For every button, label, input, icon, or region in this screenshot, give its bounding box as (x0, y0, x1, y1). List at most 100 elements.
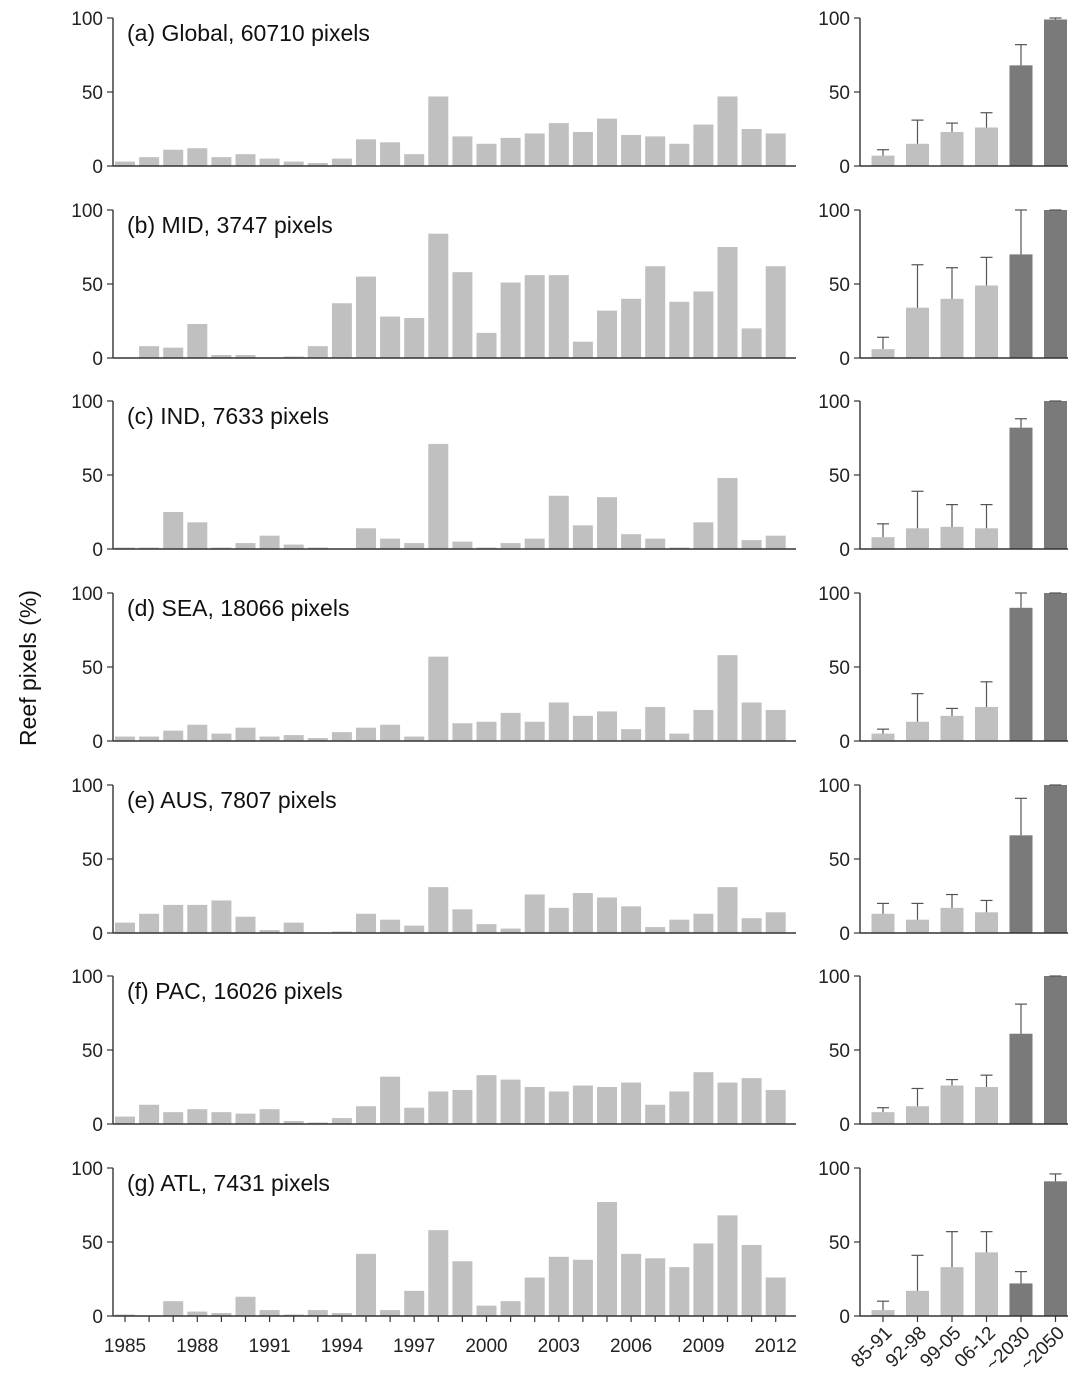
panel-e-bar-2007 (645, 927, 666, 933)
panel-f-bar-2001 (500, 1079, 521, 1124)
panel-d-summary-y-tick-label: 50 (829, 658, 850, 679)
panel-e-summary: 0 50 100 (818, 776, 1068, 945)
panel-b-bar-1994 (331, 303, 352, 358)
panel-f-bar-1989 (211, 1112, 232, 1124)
panel-e-annual: 0 50 100 (e) AUS, 7807 pixels (71, 776, 796, 945)
panel-b-bar-1996 (380, 316, 401, 358)
panel-g-bar-2006 (621, 1253, 642, 1316)
panel-a-bar-1985 (115, 161, 135, 166)
panel-f-bar-1999 (452, 1089, 473, 1124)
panel-d-bar-2000 (476, 721, 497, 741)
panel-e-bar-2011 (741, 918, 762, 933)
panel-d-bar-2004 (572, 715, 593, 741)
panel-g-bar-1985 (115, 1314, 135, 1316)
panel-f-bar-2006 (621, 1082, 642, 1124)
panel-f-bar-1997 (404, 1107, 425, 1124)
panel-e-bar-2002 (524, 894, 545, 933)
panel-a-bar-2010 (717, 96, 738, 166)
panel-c-bar-2002 (524, 538, 545, 549)
panel-b-summary: 0 50 100 (818, 201, 1068, 370)
panel-e-bar-1989 (211, 900, 232, 933)
panel-a-summary-bar-1 (906, 143, 929, 166)
panel-g-bar-1989 (211, 1313, 232, 1316)
panel-f-bar-1993 (307, 1122, 328, 1124)
panel-g-bar-1991 (259, 1310, 280, 1316)
panel-b-bar-2003 (548, 275, 569, 358)
panel-e-bar-2003 (548, 907, 569, 933)
panel-b-bar-1998 (428, 233, 449, 358)
panel-c-summary-bar-1 (906, 528, 929, 549)
panel-b-bar-1987 (163, 347, 184, 358)
panel-g-summary-y-tick-label: 0 (839, 1307, 850, 1328)
panel-b-annual: 0 50 100 (b) MID, 3747 pixels (71, 201, 796, 370)
panel-b-bar-1986 (139, 346, 160, 358)
panel-a-summary-bar-3 (975, 127, 998, 166)
panel-g-summary-bar-1 (906, 1290, 929, 1316)
panel-e-bar-1985 (115, 922, 135, 933)
panel-a-bar-1996 (380, 142, 401, 166)
panel-c-summary-y-tick-label: 100 (818, 392, 850, 413)
panel-d-title: (d) SEA, 18066 pixels (127, 595, 349, 621)
panel-d-bar-1993 (307, 738, 328, 741)
x-tick-label-2006: 2006 (610, 1336, 652, 1357)
panel-f-title: (f) PAC, 16026 pixels (127, 978, 343, 1004)
panel-e-summary-y-tick-label: 100 (818, 776, 850, 797)
panel-d-summary-bar-1 (906, 721, 929, 741)
panel-b-summary-bar-3 (975, 285, 998, 358)
panel-g-bar-2011 (741, 1244, 762, 1316)
panel-g-bar-1992 (283, 1314, 304, 1316)
panel-e-bar-2008 (669, 919, 690, 933)
panel-d-bar-2003 (548, 702, 569, 741)
panel-e-y-tick-label: 0 (92, 924, 103, 945)
panel-g-bar-2002 (524, 1277, 545, 1316)
panel-e-bar-2004 (572, 893, 593, 933)
panel-g-bar-1997 (404, 1290, 425, 1316)
panel-g-summary-bar-4 (1009, 1283, 1033, 1316)
panel-e-summary-bar-5 (1044, 785, 1067, 933)
panel-a-summary-y-tick-label: 100 (818, 9, 850, 30)
panel-f-summary: 0 50 100 (818, 967, 1068, 1136)
panel-d-bar-2010 (717, 655, 738, 741)
panel-c-bar-2003 (548, 495, 569, 549)
panel-g-summary-bar-5 (1044, 1181, 1067, 1316)
panel-f-bar-1992 (283, 1121, 304, 1124)
panel-d-bar-1994 (331, 732, 352, 741)
panel-f-summary-bar-1 (906, 1106, 929, 1124)
panel-b-bar-2009 (693, 291, 714, 358)
panel-d-summary-bar-5 (1044, 593, 1067, 741)
panel-a-bar-2007 (645, 136, 666, 166)
panel-b-y-tick-label: 50 (82, 275, 103, 296)
panel-b-bar-2000 (476, 332, 497, 358)
panel-b-bar-1999 (452, 272, 473, 358)
panel-a-bar-2009 (693, 124, 714, 166)
panel-c-bar-1985 (115, 547, 135, 549)
panel-d-bar-2007 (645, 706, 666, 741)
panel-g-bar-2004 (572, 1259, 593, 1316)
panel-b-bar-1992 (283, 356, 304, 358)
panel-b-bar-2007 (645, 266, 666, 358)
panel-a-bar-2008 (669, 143, 690, 166)
panel-g-y-tick-label: 100 (71, 1159, 103, 1180)
panel-d-bar-1999 (452, 723, 473, 741)
panel-b-bar-2012 (765, 266, 786, 358)
panel-c-summary-bar-3 (975, 528, 998, 549)
panel-f-bar-2010 (717, 1082, 738, 1124)
panel-e-bar-1999 (452, 909, 473, 933)
panel-g-bar-1996 (380, 1310, 401, 1316)
panel-c-summary-bar-2 (940, 526, 964, 549)
panel-a-bar-2011 (741, 129, 762, 166)
panel-a-bar-1987 (163, 149, 184, 166)
panel-f-bar-2004 (572, 1085, 593, 1124)
panel-e-bar-1991 (259, 930, 280, 933)
panel-c-bar-1999 (452, 541, 473, 549)
panel-c-y-tick-label: 100 (71, 392, 103, 413)
x-tick-label-2009: 2009 (682, 1336, 724, 1357)
panel-d-bar-2002 (524, 721, 545, 741)
panel-g-bar-2010 (717, 1215, 738, 1316)
panel-d-bar-1988 (187, 724, 208, 741)
panel-e-bar-2005 (597, 897, 617, 933)
panel-e-bar-1992 (283, 922, 304, 933)
panel-b-bar-2005 (597, 310, 617, 358)
panel-c-bar-1997 (404, 543, 425, 549)
panel-d-bar-1991 (259, 736, 280, 741)
